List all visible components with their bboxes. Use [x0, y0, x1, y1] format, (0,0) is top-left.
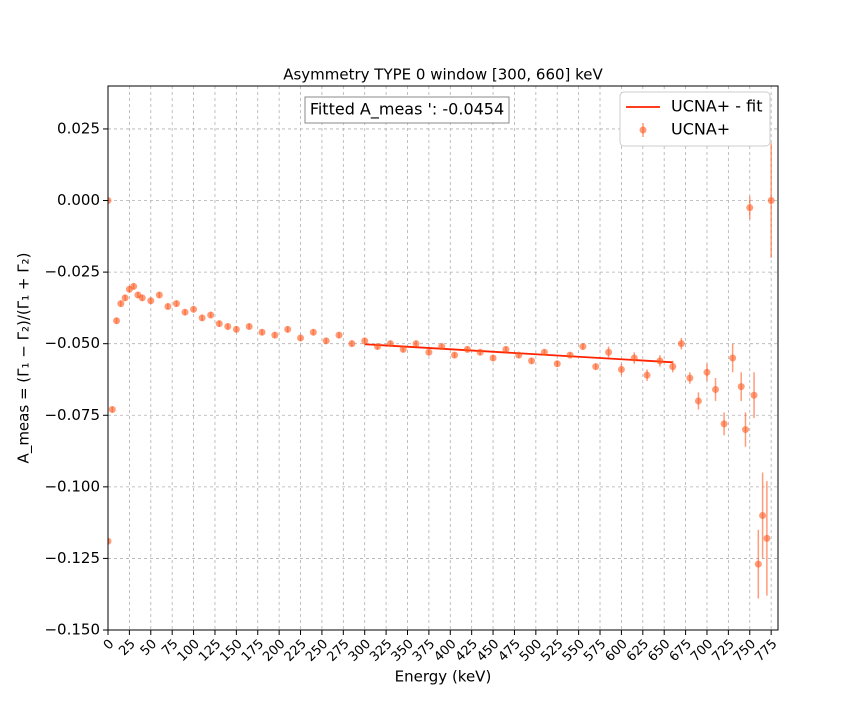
data-point	[198, 314, 206, 322]
y-tick-label: 0.000	[57, 191, 100, 209]
data-point	[138, 294, 146, 302]
y-tick-label: −0.025	[44, 263, 100, 281]
y-tick-label: −0.050	[44, 334, 100, 352]
data-point	[108, 197, 112, 205]
y-tick-label: −0.125	[44, 549, 100, 567]
data-point	[121, 294, 129, 302]
chart-title: Asymmetry TYPE 0 window [300, 660] keV	[283, 66, 603, 84]
data-point	[767, 197, 775, 205]
data-point	[271, 331, 279, 339]
data-point	[741, 426, 749, 434]
data-point	[147, 297, 155, 305]
data-point	[476, 348, 484, 356]
data-point	[258, 328, 266, 336]
data-point	[617, 365, 625, 373]
y-tick-label: 0.025	[57, 119, 100, 137]
data-point	[759, 511, 767, 519]
data-point	[232, 325, 240, 333]
data-point	[528, 357, 536, 365]
data-point	[399, 345, 407, 353]
data-point	[592, 363, 600, 371]
data-point	[309, 328, 317, 336]
annotation-box	[304, 96, 510, 124]
data-point	[703, 368, 711, 376]
data-point	[540, 348, 548, 356]
data-point	[579, 343, 587, 351]
data-point	[502, 345, 510, 353]
data-point	[566, 351, 574, 359]
data-point	[297, 334, 305, 342]
data-point	[108, 537, 112, 545]
data-point	[463, 345, 471, 353]
data-point	[489, 354, 497, 362]
data-point	[113, 317, 121, 325]
data-point	[348, 340, 356, 348]
data-point	[515, 351, 523, 359]
data-point	[322, 337, 330, 345]
data-point	[694, 397, 702, 405]
legend-label: UCNA+ - fit	[671, 97, 763, 116]
data-point	[361, 337, 369, 345]
data-point	[750, 391, 758, 399]
data-point	[656, 357, 664, 365]
data-point	[164, 302, 172, 310]
data-point	[130, 282, 138, 290]
data-point	[451, 351, 459, 359]
data-point	[746, 204, 754, 212]
legend-label: UCNA+	[671, 120, 730, 139]
data-point	[643, 371, 651, 379]
data-point	[763, 534, 771, 542]
data-point	[190, 305, 198, 313]
legend: UCNA+ - fit UCNA+	[619, 91, 771, 147]
data-point	[224, 323, 232, 331]
data-point	[172, 300, 180, 308]
y-tick-label: −0.100	[44, 477, 100, 495]
data-point	[630, 354, 638, 362]
y-tick-label: −0.150	[44, 621, 100, 639]
y-tick-label: −0.075	[44, 406, 100, 424]
data-point	[729, 354, 737, 362]
data-point	[335, 331, 343, 339]
data-point	[284, 325, 292, 333]
data-point	[754, 560, 762, 568]
data-point	[215, 320, 223, 328]
data-point	[245, 323, 253, 331]
legend-box	[619, 91, 771, 147]
data-point	[181, 308, 189, 316]
data-point	[712, 385, 720, 393]
data-point	[686, 374, 694, 382]
data-point	[412, 340, 420, 348]
y-axis-label: A_meas = (Γ₁ − Γ₂)/(Γ₁ + Γ₂)	[15, 253, 34, 464]
data-point	[553, 360, 561, 368]
data-point	[374, 343, 382, 351]
data-point	[438, 343, 446, 351]
axes-frame	[107, 85, 779, 631]
data-point	[155, 291, 163, 299]
data-point	[425, 348, 433, 356]
data-point	[669, 363, 677, 371]
data-point	[207, 311, 215, 319]
data-point	[677, 340, 685, 348]
x-axis-label: Energy (keV)	[395, 668, 492, 686]
data-point	[605, 348, 613, 356]
legend-marker	[639, 126, 647, 134]
data-point	[737, 383, 745, 391]
data-point	[108, 406, 116, 414]
data-point	[386, 340, 394, 348]
data-point	[720, 420, 728, 428]
plot-area	[108, 143, 775, 599]
data-point	[117, 300, 125, 308]
annotation: Fitted A_meas ': -0.0454	[310, 100, 504, 120]
